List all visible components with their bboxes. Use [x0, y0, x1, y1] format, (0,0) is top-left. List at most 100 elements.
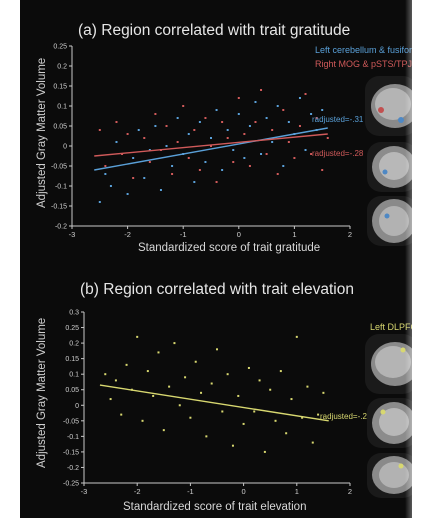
- panel-a-point-series-0: [98, 201, 101, 203]
- panel-b-ytick-label: 0.25: [65, 325, 79, 332]
- panel-b-point-series-0: [258, 379, 261, 382]
- panel-a-point-series-1: [321, 169, 324, 171]
- panel-a-point-series-0: [226, 129, 229, 131]
- panel-b-xtick-label: 0: [242, 487, 246, 496]
- brain-coronal-a: [367, 142, 412, 192]
- panel-a-legend-blue: Left cerebellum & fusiform: [315, 45, 412, 55]
- panel-b-point-series-0: [173, 342, 176, 345]
- panel-a-point-series-0: [126, 193, 129, 195]
- panel-a-point-series-1: [132, 177, 135, 179]
- panel-b-ytick-label: 0.2: [69, 341, 79, 348]
- panel-b-point-series-0: [226, 373, 229, 376]
- panel-a-point-series-0: [143, 177, 146, 179]
- panel-a-point-series-1: [215, 181, 218, 183]
- panel-a-point-series-1: [282, 109, 285, 111]
- brain-coronal-b-image: [367, 398, 412, 448]
- panel-b-ytick-label: -0.25: [63, 481, 79, 488]
- panel-b-point-series-0: [237, 394, 240, 397]
- panel-b-point-series-0: [322, 391, 325, 394]
- panel-a-point-series-0: [265, 117, 268, 119]
- panel-b-point-series-0: [194, 360, 197, 363]
- panel-b-xlabel: Standardized score of trait elevation: [123, 501, 307, 513]
- panel-a-point-series-1: [221, 121, 224, 123]
- panel-a-xtick-label: 1: [292, 230, 296, 239]
- panel-a-point-series-0: [198, 121, 201, 123]
- panel-a-fit-line-series-1: [94, 133, 328, 157]
- panel-a-point-series-1: [143, 137, 146, 139]
- panel-b-xtick-label: 2: [348, 487, 352, 496]
- panel-a-point-series-0: [109, 185, 112, 187]
- panel-b-point-series-0: [205, 435, 208, 438]
- panel-a-point-series-0: [159, 189, 162, 191]
- panel-a-ytick-label: -0.15: [51, 204, 67, 211]
- panel-a-point-series-1: [226, 137, 229, 139]
- panel-a-point-series-0: [232, 149, 235, 151]
- panel-a-point-series-1: [248, 165, 251, 167]
- panel-a-ytick-label: 0.1: [57, 104, 67, 111]
- panel-a-ytick-label: 0.15: [53, 84, 67, 91]
- panel-b-point-series-0: [157, 351, 160, 354]
- panel-b-xtick-label: -2: [134, 487, 141, 496]
- panel-b-xtick-label: 1: [295, 487, 299, 496]
- panel-b-point-series-0: [210, 382, 213, 385]
- panel-a-title: (a) Region correlated with trait gratitu…: [78, 22, 351, 39]
- panel-b-point-series-0: [114, 379, 117, 382]
- panel-a-point-series-0: [132, 157, 135, 159]
- panel-a-xlabel: Standardized score of trait gratitude: [138, 242, 321, 254]
- panel-b-point-series-0: [184, 376, 187, 379]
- panel-a-point-series-0: [298, 97, 301, 99]
- panel-a-point-series-0: [115, 141, 118, 143]
- panel-a-point-series-0: [176, 117, 179, 119]
- panel-a-point-series-0: [260, 153, 263, 155]
- panel-b-point-series-0: [136, 335, 139, 338]
- panel-a-point-series-1: [232, 161, 235, 163]
- panel-a-point-series-1: [148, 161, 151, 163]
- panel-a-point-series-0: [165, 145, 168, 147]
- panel-a-point-series-0: [204, 161, 207, 163]
- panel-a-point-series-0: [287, 121, 290, 123]
- panel-a-point-series-0: [193, 181, 196, 183]
- panel-a-point-series-1: [187, 157, 190, 159]
- panel-a-point-series-1: [287, 141, 290, 143]
- panel-a-point-series-1: [154, 113, 157, 115]
- panel-b-point-series-0: [279, 370, 282, 373]
- panel-a-point-series-1: [204, 117, 207, 119]
- panel-a-point-series-0: [276, 105, 279, 107]
- panel-a-point-series-0: [148, 149, 151, 151]
- brain-axial-b-image: [367, 453, 412, 498]
- panel-b-ytick-label: 0.15: [65, 356, 79, 363]
- panel-a-point-series-1: [293, 157, 296, 159]
- panel-b-xtick-label: -1: [187, 487, 194, 496]
- panel-a-xtick-label: -2: [124, 230, 131, 239]
- panel-a-point-series-0: [210, 137, 212, 139]
- brain-axial-image: [367, 196, 412, 246]
- panel-a-point-series-1: [271, 129, 274, 131]
- panel-b-point-series-0: [317, 413, 320, 416]
- panel-a-xtick-label: -1: [180, 230, 187, 239]
- panel-b-point-series-0: [109, 398, 112, 401]
- brain-axial-a: [367, 196, 412, 246]
- panel-a-point-series-1: [254, 121, 257, 123]
- panel-b-point-series-0: [216, 348, 218, 351]
- panel-a-point-series-1: [126, 133, 129, 135]
- brain-coronal-image: [367, 142, 412, 192]
- panel-a-ytick-label: 0.05: [53, 124, 67, 131]
- panel-a-point-series-1: [210, 145, 212, 147]
- panel-b-point-series-0: [200, 391, 203, 394]
- panel-b-ytick-label: -0.05: [63, 418, 79, 425]
- panel-b-point-series-0: [290, 398, 293, 401]
- panel-a-xtick-label: 0: [237, 230, 241, 239]
- panel-a-point-series-1: [326, 137, 329, 139]
- panel-b-point-series-0: [120, 413, 123, 416]
- panel-a-point-series-1: [298, 125, 301, 127]
- panel-b-point-series-0: [152, 394, 155, 397]
- panel-b-point-series-0: [146, 370, 149, 373]
- panel-a-point-series-0: [304, 149, 307, 151]
- panel-a-r-red: radjusted=-.28: [312, 149, 364, 158]
- panel-a-point-series-1: [276, 173, 279, 175]
- panel-a-point-series-1: [265, 153, 268, 155]
- panel-a-ytick-label: -0.05: [51, 164, 67, 171]
- panel-a-point-series-1: [98, 129, 101, 131]
- panel-b-xtick-label: -3: [81, 487, 88, 496]
- panel-a-point-series-0: [271, 141, 274, 143]
